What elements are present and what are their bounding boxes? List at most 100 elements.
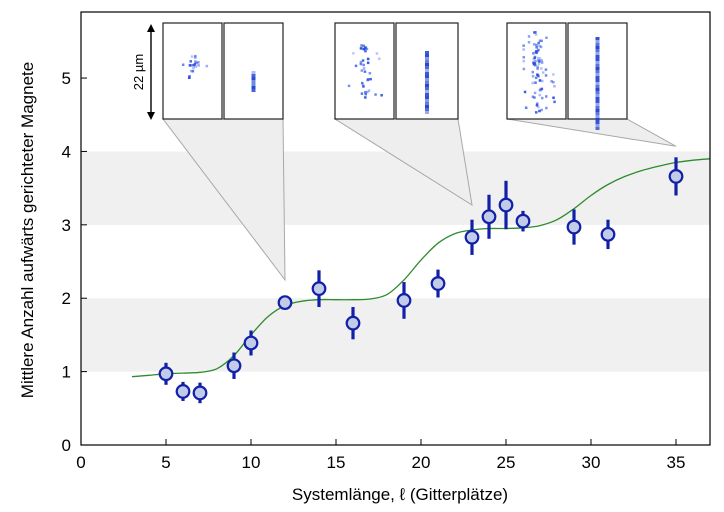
inset-pixel [540, 59, 543, 62]
y-tick-label: 3 [62, 216, 71, 235]
inset-pixel [362, 63, 365, 67]
inset-pixel [550, 80, 553, 83]
inset-pixel [595, 127, 600, 130]
inset-pixel [541, 79, 544, 83]
x-tick-label: 20 [412, 453, 431, 472]
x-tick-label: 0 [76, 453, 85, 472]
x-tick-label: 10 [242, 453, 261, 472]
inset-pixel [595, 58, 600, 61]
inset-pixel [536, 73, 539, 76]
inset-pixel [545, 95, 548, 98]
shaded-bands [81, 151, 710, 372]
inset-pixel [553, 100, 556, 104]
inset-pixel [368, 72, 372, 75]
inset-pixel [542, 71, 545, 74]
inset-pixel [595, 49, 600, 52]
inset-pixel [533, 96, 536, 99]
inset-pixel [522, 48, 525, 51]
inset-pixel [595, 40, 600, 43]
inset-pixel [537, 105, 540, 109]
inset-pixel [595, 73, 600, 76]
inset-images [162, 22, 628, 130]
inset-pixel [425, 87, 429, 90]
inset-pixel [192, 64, 195, 67]
inset-pixel [595, 37, 600, 40]
inset-pixel [380, 94, 383, 97]
inset-pixel [595, 109, 600, 112]
data-point [277, 295, 293, 311]
inset-pixel [532, 57, 536, 61]
inset-pixel [552, 81, 555, 84]
inset-pixel [360, 44, 363, 47]
inset-pixel [541, 96, 544, 100]
inset-image-measured [506, 22, 567, 120]
inset-pixel [364, 49, 367, 53]
x-tick-label: 30 [582, 453, 601, 472]
inset-pixel [595, 46, 600, 49]
inset-pixel [534, 64, 537, 67]
inset-pixel [595, 103, 600, 106]
inset-pixel [425, 54, 429, 57]
inset-pixel [534, 81, 537, 84]
inset-pixel [536, 65, 539, 68]
inset-pixel [425, 93, 429, 96]
inset-pixel [251, 80, 256, 83]
x-axis-label: Systemlänge, ℓ (Gitterplätze) [292, 485, 508, 504]
inset-pixel [251, 89, 256, 92]
inset-pixel [188, 76, 191, 79]
inset-pixel [524, 106, 528, 109]
inset-pixel [360, 69, 364, 72]
y-axis-label: Mittlere Anzahl aufwärts gerichteter Mag… [18, 62, 37, 398]
inset-image-measured [162, 22, 223, 120]
x-tick-label: 25 [497, 453, 516, 472]
inset-pixel [425, 60, 429, 63]
inset-pixel [595, 97, 600, 100]
inset-pixel [540, 87, 544, 91]
inset-pixel [539, 45, 543, 49]
inset-pixel [425, 81, 429, 84]
inset-pixel [540, 39, 543, 43]
inset-pixel [425, 75, 429, 78]
inset-pixel [197, 61, 200, 64]
inset-pixel [522, 44, 525, 47]
data-point [158, 366, 174, 382]
callout-wedge [506, 118, 677, 147]
y-tick-label: 5 [62, 69, 71, 88]
inset-image-simulated [223, 22, 284, 120]
inset-pixel [595, 43, 600, 46]
x-tick-label: 35 [667, 453, 686, 472]
inset-pixel [538, 57, 542, 60]
inset-pixel [194, 54, 197, 58]
inset-pixel [533, 91, 537, 95]
inset-pixel [595, 115, 600, 118]
inset-pixel [190, 55, 194, 58]
inset-pixel [425, 111, 429, 114]
inset-pixel [533, 62, 537, 65]
inset-pixel [425, 72, 429, 75]
inset-pixel [534, 76, 538, 80]
y-tick-label: 2 [62, 289, 71, 308]
inset-pixel [595, 76, 600, 79]
fit-curve-group [131, 158, 711, 378]
shaded-band [81, 298, 710, 372]
inset-pixel [534, 33, 538, 36]
data-point [430, 276, 446, 291]
inset-pixel [366, 61, 370, 65]
inset-pixel [188, 75, 191, 78]
inset-pixel [367, 89, 371, 92]
inset-pixel [540, 61, 544, 64]
inset-pixel [595, 70, 600, 73]
inset-pixel [189, 60, 192, 63]
inset-pixel [362, 47, 365, 51]
inset-pixel [364, 96, 367, 99]
inset-pixel [366, 78, 369, 82]
inset-pixel [595, 52, 600, 55]
shaded-band [81, 151, 710, 225]
inset-pixel [251, 74, 256, 77]
inset-pixel [595, 118, 600, 121]
inset-pixel [531, 81, 534, 85]
inset-pixel [595, 67, 600, 70]
inset-pixel [191, 70, 195, 73]
inset-pixel [595, 94, 600, 97]
